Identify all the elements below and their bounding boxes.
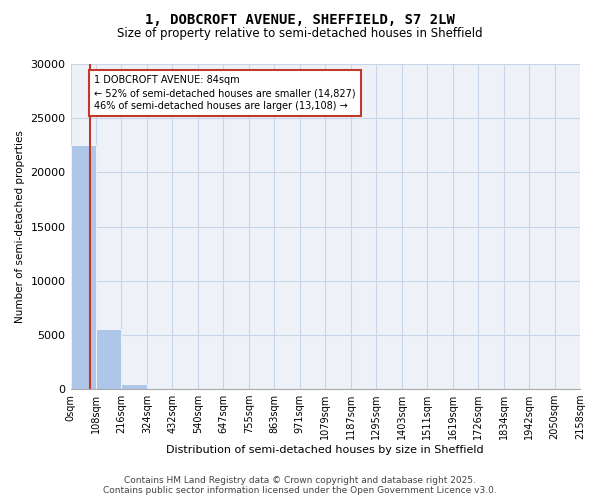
Text: Contains HM Land Registry data © Crown copyright and database right 2025.
Contai: Contains HM Land Registry data © Crown c… bbox=[103, 476, 497, 495]
Bar bbox=[71, 146, 96, 389]
Text: 1 DOBCROFT AVENUE: 84sqm
← 52% of semi-detached houses are smaller (14,827)
46% : 1 DOBCROFT AVENUE: 84sqm ← 52% of semi-d… bbox=[94, 75, 356, 111]
Bar bbox=[96, 330, 121, 389]
Bar bbox=[147, 388, 172, 389]
Text: Size of property relative to semi-detached houses in Sheffield: Size of property relative to semi-detach… bbox=[117, 28, 483, 40]
Bar bbox=[121, 384, 147, 389]
X-axis label: Distribution of semi-detached houses by size in Sheffield: Distribution of semi-detached houses by … bbox=[166, 445, 484, 455]
Text: 1, DOBCROFT AVENUE, SHEFFIELD, S7 2LW: 1, DOBCROFT AVENUE, SHEFFIELD, S7 2LW bbox=[145, 12, 455, 26]
Y-axis label: Number of semi-detached properties: Number of semi-detached properties bbox=[15, 130, 25, 323]
